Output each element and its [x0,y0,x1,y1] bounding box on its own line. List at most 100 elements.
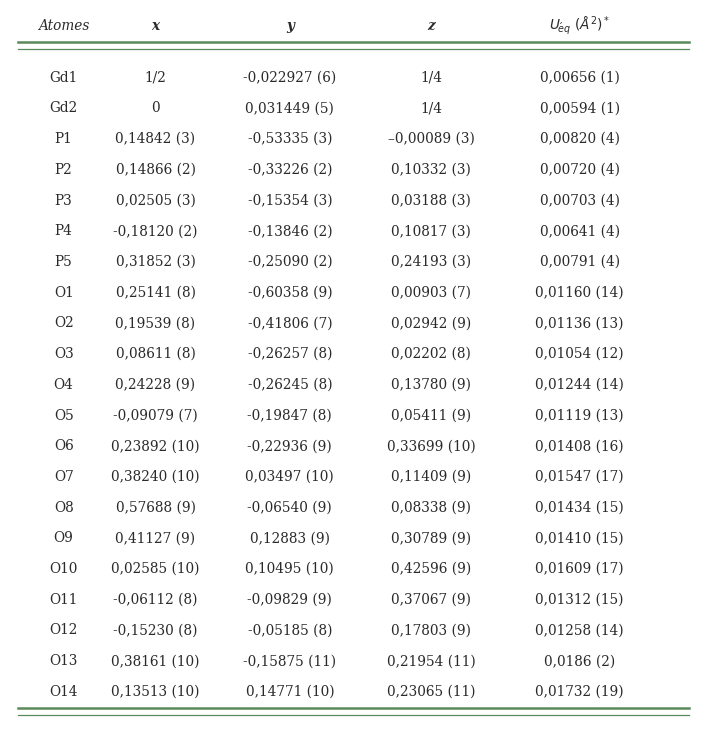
Text: y: y [286,19,294,33]
Text: x: x [151,19,160,33]
Text: -0,05185 (8): -0,05185 (8) [247,624,332,637]
Text: 0,37067 (9): 0,37067 (9) [391,593,472,607]
Text: 0,24193 (3): 0,24193 (3) [391,255,472,269]
Text: 0,38161 (10): 0,38161 (10) [111,654,200,668]
Text: 0,11409 (9): 0,11409 (9) [391,470,472,484]
Text: 0,19539 (8): 0,19539 (8) [115,317,196,330]
Text: O13: O13 [49,654,78,668]
Text: z: z [428,19,435,33]
Text: 0,10495 (10): 0,10495 (10) [245,562,334,576]
Text: O6: O6 [54,440,74,453]
Text: P3: P3 [54,194,73,207]
Text: 0,00703 (4): 0,00703 (4) [539,194,620,207]
Text: -0,41806 (7): -0,41806 (7) [247,317,332,330]
Text: O5: O5 [54,408,74,423]
Text: -0,19847 (8): -0,19847 (8) [247,408,332,423]
Text: 1/2: 1/2 [145,71,166,84]
Text: 0,41127 (9): 0,41127 (9) [115,531,196,545]
Text: 0,01119 (13): 0,01119 (13) [535,408,624,423]
Text: -0,26245 (8): -0,26245 (8) [247,378,332,391]
Text: P1: P1 [54,132,73,146]
Text: -0,15354 (3): -0,15354 (3) [247,194,332,207]
Text: 0,24228 (9): 0,24228 (9) [115,378,196,391]
Text: -0,15875 (11): -0,15875 (11) [243,654,337,668]
Text: 0,12883 (9): 0,12883 (9) [250,531,330,545]
Text: 0,08338 (9): 0,08338 (9) [391,501,472,514]
Text: 0,23892 (10): 0,23892 (10) [111,440,200,453]
Text: 0,30789 (9): 0,30789 (9) [391,531,472,545]
Text: -0,18120 (2): -0,18120 (2) [113,224,198,238]
Text: O7: O7 [54,470,74,484]
Text: 0,01244 (14): 0,01244 (14) [535,378,624,391]
Text: 0,01547 (17): 0,01547 (17) [535,470,624,484]
Text: 0,01160 (14): 0,01160 (14) [535,286,624,300]
Text: 0,02585 (10): 0,02585 (10) [111,562,200,576]
Text: -0,022927 (6): -0,022927 (6) [243,71,337,84]
Text: 0,05411 (9): 0,05411 (9) [391,408,472,423]
Text: 0: 0 [151,101,160,115]
Text: 0,13780 (9): 0,13780 (9) [391,378,472,391]
Text: O14: O14 [49,685,78,699]
Text: 0,14771 (10): 0,14771 (10) [245,685,334,699]
Text: 1/4: 1/4 [420,101,443,115]
Text: 0,02505 (3): 0,02505 (3) [116,194,195,207]
Text: 0,21954 (11): 0,21954 (11) [387,654,476,668]
Text: 0,02942 (9): 0,02942 (9) [391,317,472,330]
Text: -0,53335 (3): -0,53335 (3) [247,132,332,146]
Text: O3: O3 [54,347,74,361]
Text: 0,14866 (2): 0,14866 (2) [115,163,196,177]
Text: 0,00641 (4): 0,00641 (4) [539,224,620,238]
Text: 0,01410 (15): 0,01410 (15) [535,531,624,545]
Text: 0,57688 (9): 0,57688 (9) [115,501,196,514]
Text: 0,17803 (9): 0,17803 (9) [391,624,472,637]
Text: -0,22936 (9): -0,22936 (9) [247,440,332,453]
Text: -0,06112 (8): -0,06112 (8) [113,593,198,607]
Text: 0,42596 (9): 0,42596 (9) [391,562,472,576]
Text: -0,09829 (9): -0,09829 (9) [247,593,332,607]
Text: -0,60358 (9): -0,60358 (9) [247,286,332,300]
Text: P5: P5 [54,255,73,269]
Text: -0,26257 (8): -0,26257 (8) [247,347,332,361]
Text: 0,01054 (12): 0,01054 (12) [535,347,624,361]
Text: 0,31852 (3): 0,31852 (3) [116,255,195,269]
Text: 1/4: 1/4 [420,71,443,84]
Text: 0,01609 (17): 0,01609 (17) [535,562,624,576]
Text: 0,38240 (10): 0,38240 (10) [111,470,200,484]
Text: Gd1: Gd1 [49,71,78,84]
Text: 0,01434 (15): 0,01434 (15) [535,501,624,514]
Text: 0,00791 (4): 0,00791 (4) [539,255,620,269]
Text: -0,15230 (8): -0,15230 (8) [113,624,198,637]
Text: -0,13846 (2): -0,13846 (2) [247,224,332,238]
Text: O4: O4 [54,378,74,391]
Text: 0,00594 (1): 0,00594 (1) [539,101,620,115]
Text: 0,33699 (10): 0,33699 (10) [387,440,476,453]
Text: O2: O2 [54,317,74,330]
Text: 0,08611 (8): 0,08611 (8) [116,347,195,361]
Text: 0,01258 (14): 0,01258 (14) [535,624,624,637]
Text: -0,25090 (2): -0,25090 (2) [247,255,332,269]
Text: P2: P2 [54,163,73,177]
Text: 0,01312 (15): 0,01312 (15) [535,593,624,607]
Text: $U_{\!\mathit{\acute{e}q}}\ (\AA^2)^*$: $U_{\!\mathit{\acute{e}q}}\ (\AA^2)^*$ [549,15,610,37]
Text: 0,14842 (3): 0,14842 (3) [115,132,196,146]
Text: 0,01136 (13): 0,01136 (13) [535,317,624,330]
Text: 0,02202 (8): 0,02202 (8) [392,347,471,361]
Text: 0,25141 (8): 0,25141 (8) [115,286,196,300]
Text: -0,33226 (2): -0,33226 (2) [247,163,332,177]
Text: -0,09079 (7): -0,09079 (7) [113,408,198,423]
Text: 0,01732 (19): 0,01732 (19) [535,685,624,699]
Text: O10: O10 [49,562,78,576]
Text: 0,10817 (3): 0,10817 (3) [392,224,471,238]
Text: 0,23065 (11): 0,23065 (11) [387,685,476,699]
Text: 0,00656 (1): 0,00656 (1) [540,71,619,84]
Text: 0,00820 (4): 0,00820 (4) [539,132,620,146]
Text: Gd2: Gd2 [49,101,78,115]
Text: O9: O9 [54,531,74,545]
Text: Atomes: Atomes [38,19,89,33]
Text: 0,00903 (7): 0,00903 (7) [391,286,472,300]
Text: 0,0186 (2): 0,0186 (2) [544,654,615,668]
Text: O11: O11 [49,593,78,607]
Text: 0,03497 (10): 0,03497 (10) [245,470,334,484]
Text: -0,06540 (9): -0,06540 (9) [247,501,332,514]
Text: 0,13513 (10): 0,13513 (10) [111,685,200,699]
